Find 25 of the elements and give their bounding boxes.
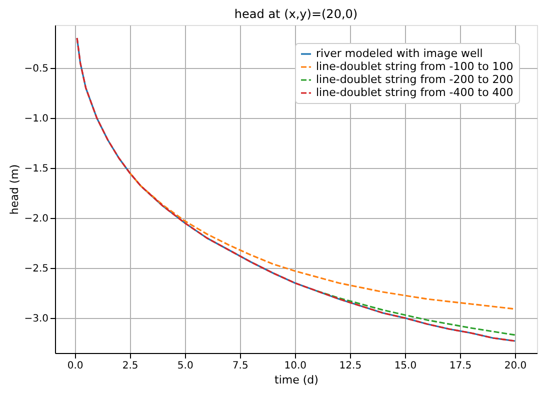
chart-title: head at (x,y)=(20,0) — [234, 7, 358, 21]
x-tick-label: 12.5 — [339, 360, 362, 372]
y-tick-label: −0.5 — [24, 64, 48, 74]
x-tick-label: 20.0 — [504, 360, 527, 372]
y-tick-label: −1.0 — [24, 114, 48, 124]
x-tick-label: 17.5 — [449, 360, 472, 372]
x-tick-label: 5.0 — [177, 360, 194, 372]
legend-label: river modeled with image well — [316, 47, 483, 60]
line-series — [316, 290, 516, 336]
line-series — [76, 37, 516, 342]
x-axis-title: time (d) — [274, 374, 318, 386]
x-tick-label: 10.0 — [284, 360, 307, 372]
y-tick-label: −2.5 — [24, 264, 48, 274]
y-axis-title: head (m) — [8, 164, 22, 215]
x-tick-label: 15.0 — [394, 360, 417, 372]
x-tick-label: 7.5 — [232, 360, 248, 372]
legend-label: line-doublet string from -200 to 200 — [316, 73, 514, 86]
y-tick-label: −3.0 — [24, 314, 48, 324]
line-series — [129, 172, 516, 310]
x-tick-label: 2.5 — [122, 360, 138, 372]
y-tick-label: −1.5 — [24, 164, 48, 174]
x-tick-label: 0.0 — [67, 360, 84, 372]
legend-label: line-doublet string from -100 to 100 — [316, 60, 514, 73]
y-tick-label: −2.0 — [24, 214, 48, 224]
legend-label: line-doublet string from -400 to 400 — [316, 86, 514, 99]
